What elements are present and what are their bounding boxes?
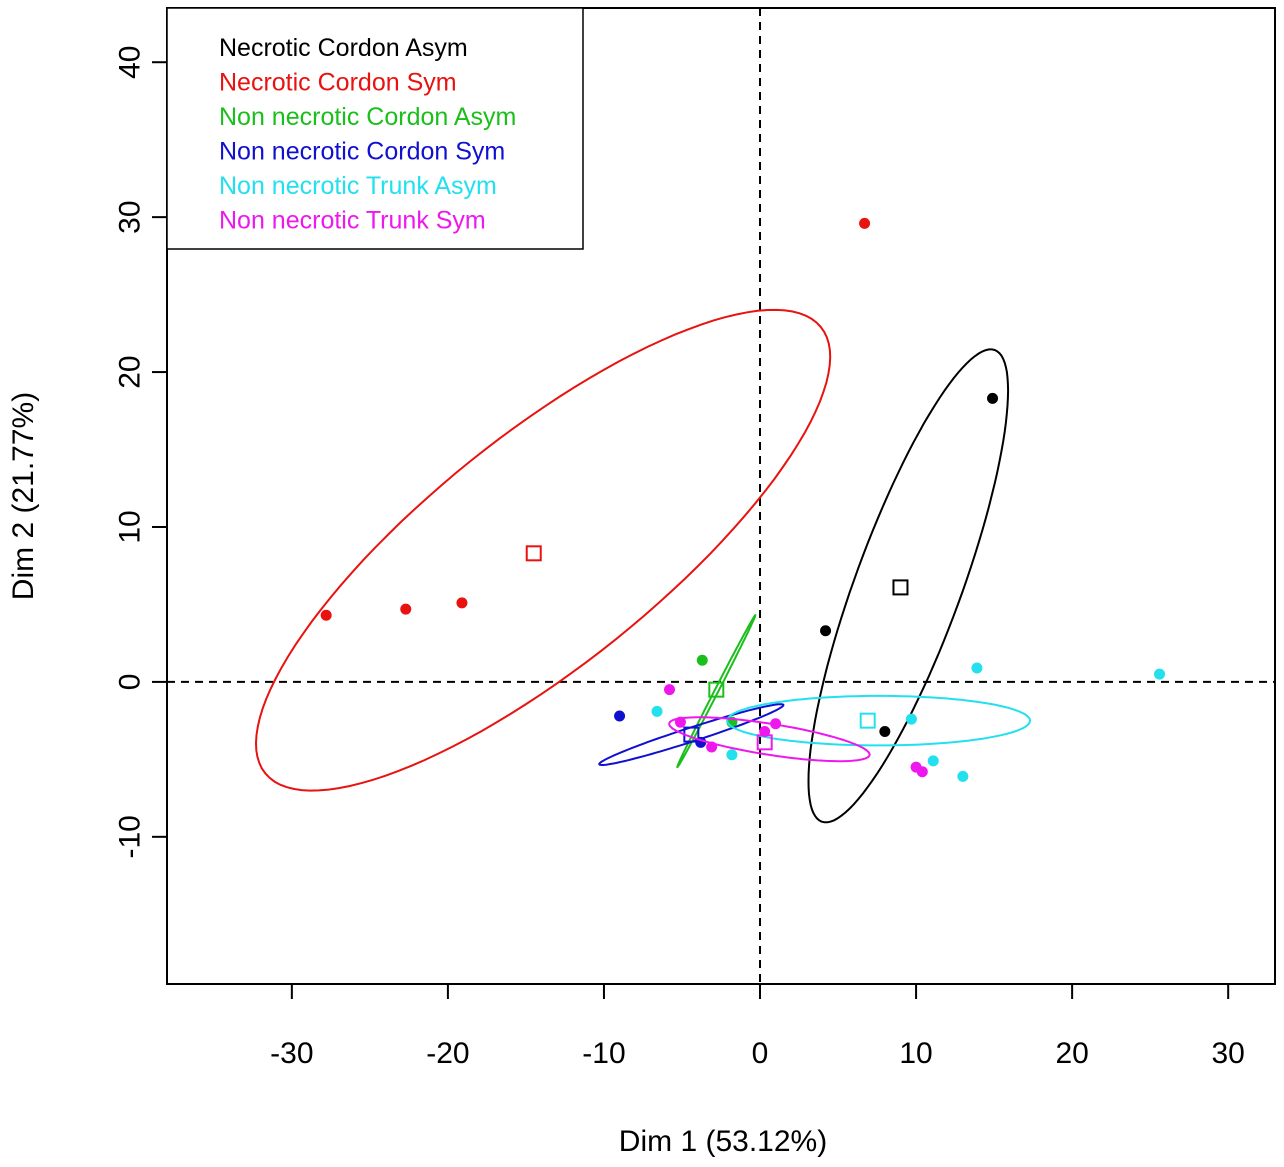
- data-point-non-necrotic-trunk-sym: [706, 741, 718, 753]
- confidence-ellipse-non-necrotic-cordon-asym: [676, 614, 757, 769]
- data-point-non-necrotic-cordon-sym: [614, 710, 626, 722]
- data-point-non-necrotic-trunk-asym: [927, 755, 939, 767]
- legend-entry-necrotic-cordon-sym: Necrotic Cordon Sym: [219, 69, 457, 97]
- data-point-non-necrotic-trunk-asym: [905, 713, 917, 725]
- y-tick-label: -10: [114, 815, 147, 858]
- legend: Necrotic Cordon Asym Necrotic Cordon Sym N…: [166, 7, 584, 250]
- legend-entry-non-necrotic-cordon-sym: Non necrotic Cordon Sym: [219, 138, 505, 166]
- data-point-necrotic-cordon-asym: [820, 625, 832, 637]
- plot-frame: [166, 7, 1276, 985]
- centroid-marker-necrotic-cordon-sym: [525, 545, 542, 562]
- data-point-necrotic-cordon-sym: [859, 217, 871, 229]
- data-point-non-necrotic-trunk-asym: [651, 705, 663, 717]
- y-tick-label: 0: [114, 674, 147, 691]
- series-necrotic-cordon-sym: [254, 217, 871, 792]
- y-tick-label: 30: [114, 200, 147, 233]
- confidence-ellipse-non-necrotic-trunk-asym: [726, 694, 1032, 747]
- confidence-ellipse-necrotic-cordon-sym: [254, 308, 832, 792]
- data-point-non-necrotic-trunk-sym: [664, 684, 676, 696]
- x-tick-label: -30: [270, 1037, 313, 1070]
- y-axis: -10 0 10 20 30 40: [114, 46, 167, 859]
- data-point-non-necrotic-trunk-sym: [674, 716, 686, 728]
- legend-entry-non-necrotic-trunk-asym: Non necrotic Trunk Asym: [219, 172, 497, 200]
- data-point-non-necrotic-trunk-asym: [957, 770, 969, 782]
- legend-entry-non-necrotic-trunk-sym: Non necrotic Trunk Sym: [219, 207, 486, 235]
- data-point-non-necrotic-trunk-sym: [770, 718, 782, 730]
- data-point-non-necrotic-trunk-asym: [1154, 668, 1166, 680]
- data-point-non-necrotic-trunk-asym: [726, 749, 738, 761]
- data-point-necrotic-cordon-sym: [400, 603, 412, 615]
- series-non-necrotic-trunk-sym: [664, 684, 928, 778]
- centroid-marker-non-necrotic-cordon-asym: [708, 681, 725, 698]
- confidence-ellipse-necrotic-cordon-asym: [807, 348, 1010, 824]
- data-point-necrotic-cordon-asym: [987, 392, 999, 404]
- legend-entry-non-necrotic-cordon-asym: Non necrotic Cordon Asym: [219, 103, 516, 131]
- y-tick-label: 10: [114, 510, 147, 543]
- series-necrotic-cordon-asym: [807, 348, 1010, 824]
- data-point-necrotic-cordon-sym: [320, 609, 332, 621]
- y-axis-title: Dim 2 (21.77%): [7, 392, 40, 600]
- x-axis: -30 -20 -10 0 10 20 30: [270, 984, 1245, 1070]
- data-point-necrotic-cordon-sym: [456, 597, 468, 609]
- x-tick-label: 10: [899, 1037, 932, 1070]
- data-point-non-necrotic-trunk-asym: [971, 662, 983, 674]
- data-point-necrotic-cordon-asym: [879, 725, 891, 737]
- data-point-non-necrotic-cordon-asym: [696, 654, 708, 666]
- x-tick-label: 20: [1055, 1037, 1088, 1070]
- x-axis-title: Dim 1 (53.12%): [619, 1125, 827, 1158]
- data-point-non-necrotic-trunk-sym: [916, 766, 928, 778]
- y-tick-label: 20: [114, 355, 147, 388]
- legend-entry-necrotic-cordon-asym: Necrotic Cordon Asym: [219, 34, 468, 62]
- confidence-ellipse-non-necrotic-trunk-sym: [668, 716, 871, 763]
- data-point-non-necrotic-trunk-sym: [759, 725, 771, 737]
- series-non-necrotic-trunk-asym: [651, 662, 1166, 782]
- x-tick-label: -20: [426, 1037, 469, 1070]
- y-tick-label: 40: [114, 46, 147, 79]
- legend-box: [166, 7, 584, 250]
- centroid-marker-necrotic-cordon-asym: [892, 579, 909, 596]
- centroid-marker-non-necrotic-trunk-sym: [756, 734, 773, 751]
- centroid-marker-non-necrotic-trunk-asym: [859, 712, 876, 729]
- x-tick-label: 30: [1211, 1037, 1244, 1070]
- x-tick-label: 0: [752, 1037, 769, 1070]
- confidence-ellipse-non-necrotic-cordon-sym: [598, 703, 785, 766]
- plot-content: [167, 8, 1275, 984]
- x-tick-label: -10: [582, 1037, 625, 1070]
